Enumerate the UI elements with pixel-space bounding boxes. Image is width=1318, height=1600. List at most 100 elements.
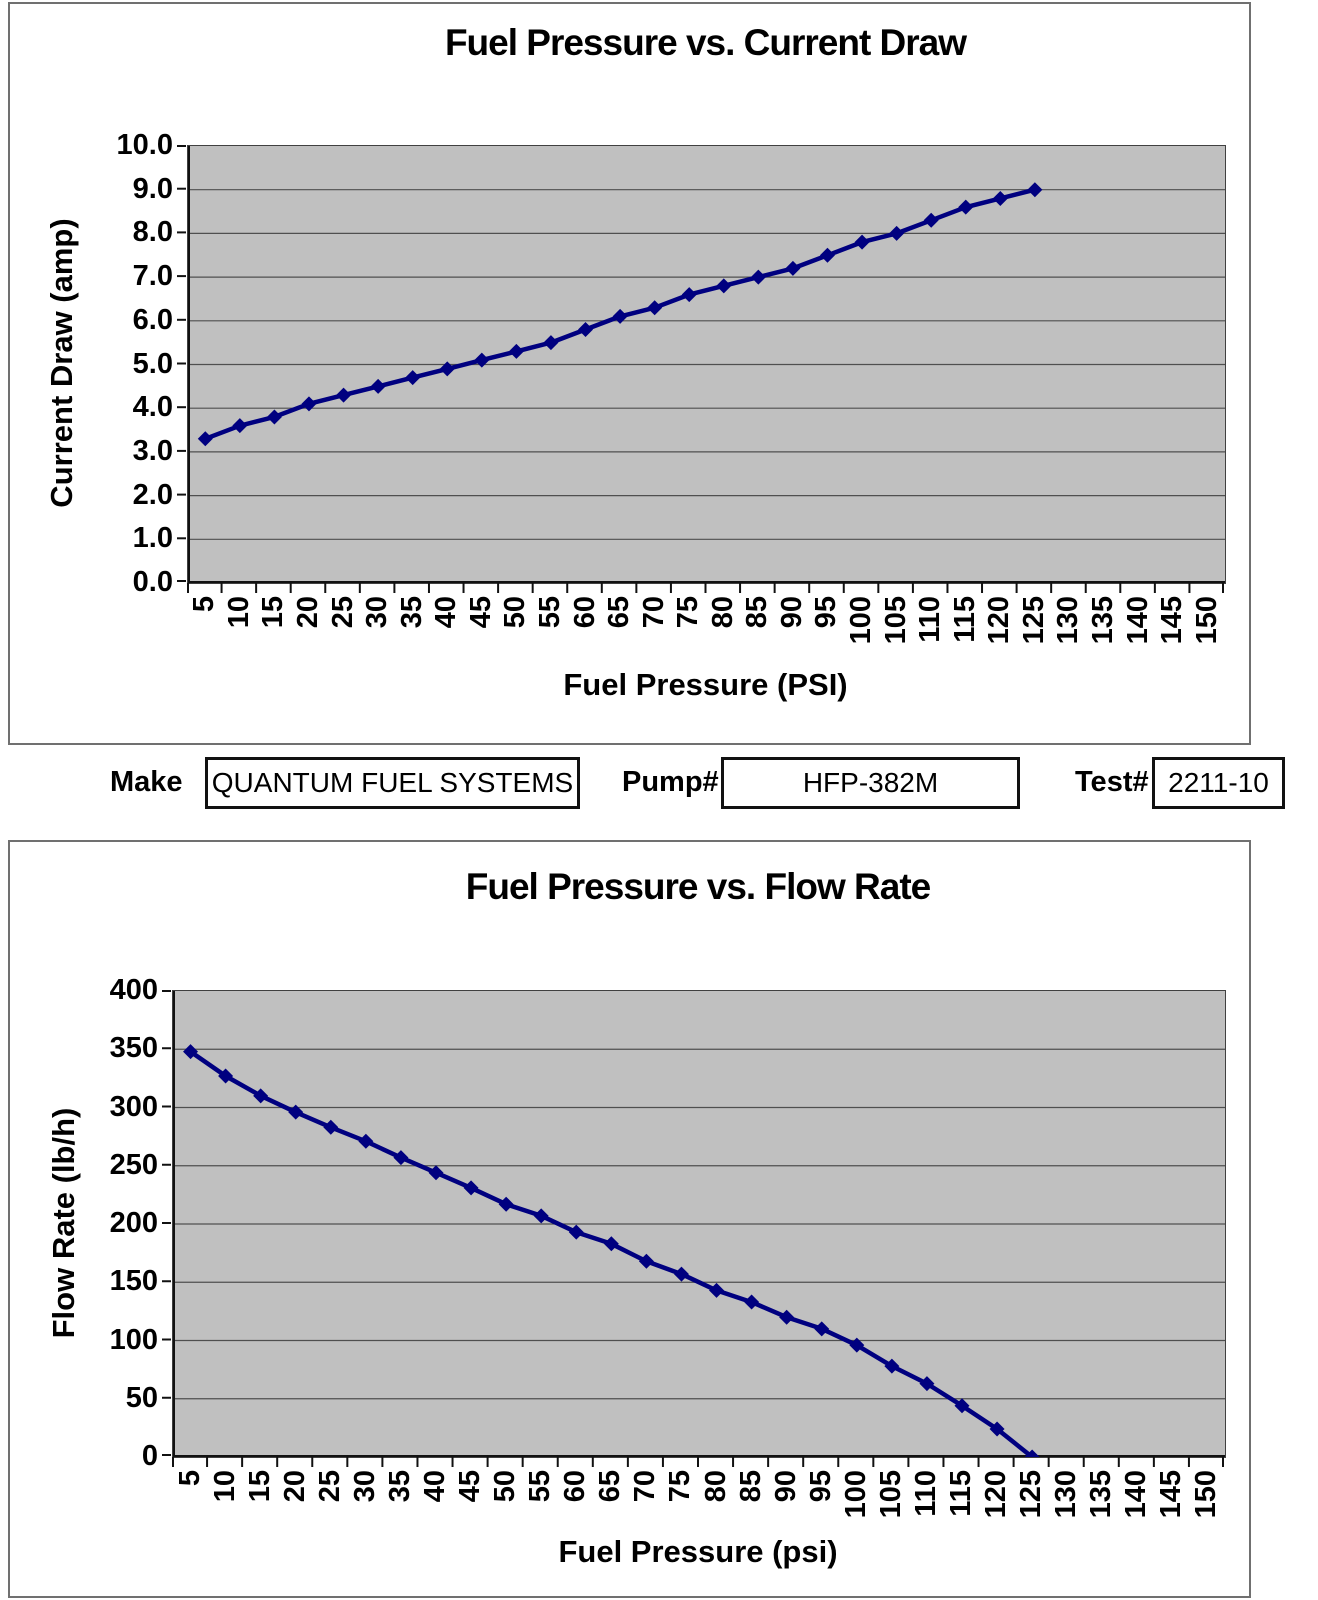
- x-tick-label: 110: [910, 1470, 943, 1517]
- x-tick-label: 10: [209, 1470, 242, 1502]
- x-tick-label: 70: [638, 596, 671, 628]
- x-tick-label-text: 20: [278, 1470, 311, 1503]
- x-tick-label: 125: [1015, 1470, 1048, 1518]
- x-tick-label-text: 35: [395, 596, 428, 629]
- data-point-marker: [578, 322, 594, 338]
- x-tick-label: 100: [845, 596, 878, 644]
- x-tick-label: 80: [707, 596, 740, 628]
- x-tick-label: 40: [419, 1470, 452, 1502]
- x-tick-label-text: 70: [629, 1470, 662, 1503]
- x-tick-label: 35: [384, 1470, 417, 1502]
- x-tick-label: 5: [174, 1470, 207, 1486]
- data-point-marker: [183, 1044, 199, 1060]
- data-point-marker: [989, 1421, 1005, 1437]
- y-tick-label: 400: [109, 974, 158, 1006]
- x-tick-label: 25: [327, 596, 360, 628]
- y-tick-label: 200: [109, 1207, 158, 1239]
- x-tick-label-text: 80: [699, 1470, 732, 1503]
- data-point-marker: [358, 1133, 374, 1149]
- x-tick-label: 70: [629, 1470, 662, 1502]
- x-tick-label: 65: [594, 1470, 627, 1502]
- data-point-marker: [370, 378, 386, 394]
- y-tick-strip: [162, 990, 171, 1456]
- data-point-marker: [919, 1376, 935, 1392]
- x-tick-label-text: 110: [914, 596, 947, 643]
- x-tick-label-text: 110: [909, 1470, 942, 1517]
- y-tick-label: 10.0: [116, 129, 173, 161]
- x-tick-label: 60: [559, 1470, 592, 1502]
- pump-number-label: Pump#: [622, 765, 719, 798]
- x-tick-label-text: 140: [1120, 1470, 1153, 1519]
- data-point-marker: [954, 1398, 970, 1414]
- x-tick-label: 65: [603, 596, 636, 628]
- x-tick-label-text: 95: [804, 1470, 837, 1503]
- data-point-marker: [253, 1088, 269, 1104]
- x-tick-label: 140: [1122, 596, 1155, 644]
- x-tick-label-text: 120: [980, 1470, 1013, 1519]
- data-point-marker: [854, 234, 870, 250]
- data-point-marker: [232, 418, 248, 434]
- x-tick-label: 135: [1087, 596, 1120, 644]
- x-tick-label-text: 20: [291, 596, 324, 629]
- x-tick-label-text: 15: [243, 1470, 276, 1503]
- data-point-marker: [439, 361, 455, 377]
- data-point-marker: [405, 370, 421, 386]
- x-tick-label-text: 35: [383, 1470, 416, 1503]
- x-tick-label: 120: [980, 1470, 1013, 1518]
- x-tick-label-text: 5: [188, 596, 221, 613]
- data-point-marker: [533, 1208, 549, 1224]
- data-point-marker: [673, 1266, 689, 1282]
- x-tick-label: 45: [454, 1470, 487, 1502]
- data-point-marker: [336, 387, 352, 403]
- x-tick-label-text: 50: [499, 596, 532, 629]
- data-point-marker: [744, 1294, 760, 1310]
- x-tick-label-text: 145: [1156, 596, 1189, 645]
- x-tick-label-text: 55: [524, 1470, 557, 1503]
- x-tick-label-text: 55: [533, 596, 566, 629]
- chart-canvas: [173, 991, 1225, 1457]
- x-tick-label: 45: [465, 596, 498, 628]
- data-point-marker: [1024, 1449, 1040, 1457]
- x-tick-label-text: 25: [313, 1470, 346, 1503]
- data-point-marker: [814, 1321, 830, 1337]
- x-tick-label: 20: [292, 596, 325, 628]
- x-tick-label-text: 125: [1017, 596, 1050, 645]
- data-point-marker: [716, 278, 732, 294]
- x-tick-strip: [172, 1457, 1224, 1467]
- x-tick-label-text: 115: [945, 1470, 977, 1517]
- x-tick-label-text: 130: [1052, 596, 1085, 645]
- test-number-value-box: 2211-10: [1152, 757, 1285, 809]
- y-tick-label: 2.0: [132, 478, 173, 511]
- y-tick-label: 7.0: [132, 260, 173, 293]
- x-tick-label: 35: [396, 596, 429, 628]
- test-number-label: Test#: [1075, 765, 1149, 798]
- x-tick-label: 105: [875, 1470, 908, 1518]
- x-tick-label: 140: [1120, 1470, 1153, 1518]
- y-tick-label: 6.0: [132, 303, 173, 336]
- plot-area: [187, 145, 1226, 584]
- y-tick-label: 50: [125, 1381, 158, 1414]
- x-tick-label-text: 85: [741, 596, 774, 629]
- y-tick-label: 100: [109, 1323, 158, 1356]
- x-tick-label-text: 40: [419, 1470, 451, 1503]
- x-tick-label: 85: [735, 1470, 768, 1502]
- data-point-marker: [1027, 182, 1043, 198]
- data-point-marker: [393, 1150, 409, 1166]
- x-tick-label-text: 135: [1087, 596, 1120, 645]
- x-tick-label-text: 30: [361, 596, 394, 629]
- x-tick-label-text: 150: [1190, 596, 1223, 645]
- x-tick-label: 50: [489, 1470, 522, 1502]
- y-tick-label: 8.0: [132, 216, 173, 249]
- x-tick-label-text: 140: [1121, 596, 1154, 645]
- data-point-marker: [323, 1119, 339, 1135]
- x-tick-label: 75: [672, 596, 705, 628]
- x-tick-label-text: 45: [454, 1470, 487, 1503]
- plot-area: [172, 990, 1226, 1458]
- x-tick-label: 50: [499, 596, 532, 628]
- data-point-marker: [498, 1196, 514, 1212]
- x-tick-label-text: 75: [672, 596, 705, 629]
- data-point-marker: [992, 190, 1008, 206]
- x-tick-label-text: 105: [874, 1470, 907, 1519]
- data-point-marker: [779, 1309, 795, 1325]
